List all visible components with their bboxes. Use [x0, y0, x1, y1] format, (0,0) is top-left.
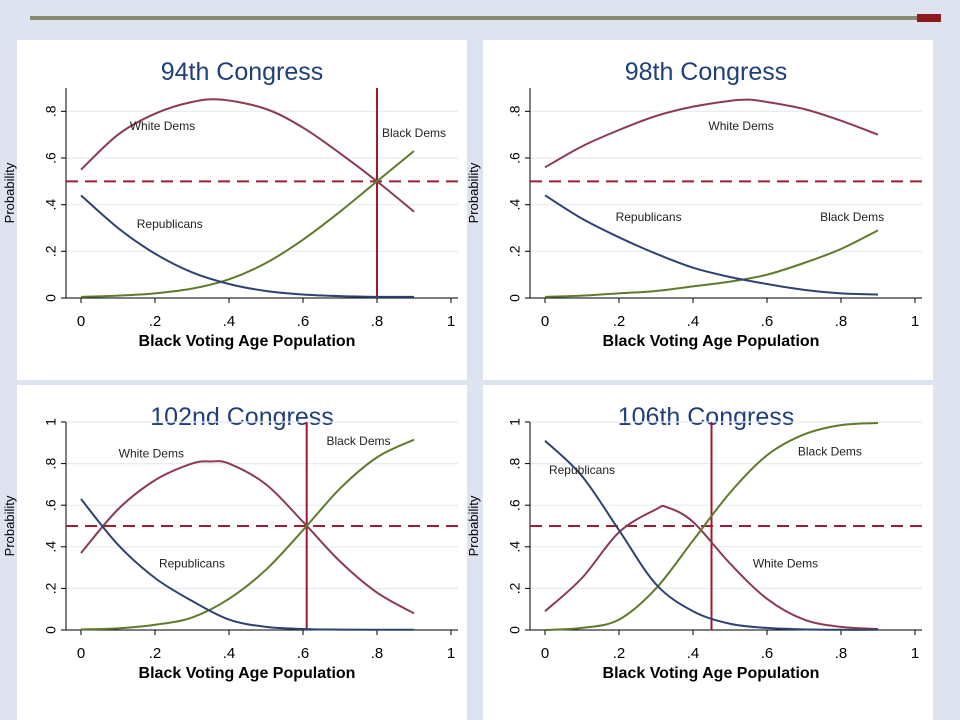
x-tick-label: .6 [761, 645, 774, 662]
series-label-black-dems: Black Dems [798, 444, 862, 458]
x-tick-label: .2 [613, 313, 626, 330]
x-tick-label: .6 [761, 313, 774, 330]
y-tick-label: 0 [43, 626, 59, 634]
series-line-white-dems [544, 504, 879, 630]
x-tick-label: .4 [687, 645, 700, 662]
x-axis-label: Black Voting Age Population [603, 333, 820, 350]
series-label-black-dems: Black Dems [820, 210, 884, 224]
series-line-black-dems [80, 150, 415, 298]
y-tick-label: .6 [43, 152, 59, 164]
y-tick-label: .6 [507, 499, 523, 511]
x-tick-label: .4 [223, 645, 236, 662]
chart-panel-3: 102nd Congress 0 .2 .4 .6 .8 1 0 .2 .4 .6 .8 1 Black … [2, 385, 467, 720]
chart-title: 94th Congress [161, 58, 324, 86]
y-tick-label: .6 [507, 152, 523, 164]
x-axis-label: Black Voting Age Population [139, 665, 356, 682]
x-tick-label: 0 [541, 645, 549, 662]
x-tick-label: .2 [149, 313, 162, 330]
y-axis-label: Probability [466, 495, 481, 556]
x-tick-label: 1 [447, 645, 455, 662]
y-axis-label: Probability [2, 495, 17, 556]
y-tick-label: 0 [507, 626, 523, 634]
y-tick-label: .8 [43, 458, 59, 470]
x-tick-label: 1 [447, 313, 455, 330]
series-label-black-dems: Black Dems [382, 126, 446, 140]
series-line-white-dems [544, 98, 879, 169]
x-tick-label: .2 [613, 645, 626, 662]
y-tick-label: 1 [43, 418, 59, 426]
x-tick-label: 1 [911, 313, 919, 330]
chart-title: 102nd Congress [150, 403, 333, 431]
y-tick-label: .8 [507, 105, 523, 117]
y-tick-label: .6 [43, 499, 59, 511]
chart-panel-1: 94th Congress 0 .2 .4 .6 .8 0 .2 .4 .6 .8 1 Black Vo… [2, 40, 467, 380]
x-tick-label: .6 [297, 645, 310, 662]
x-tick-label: .8 [371, 313, 384, 330]
series-label-white-dems: White Dems [708, 119, 773, 133]
series-label-white-dems: White Dems [119, 446, 184, 460]
y-tick-label: .4 [43, 199, 59, 211]
y-tick-label: .2 [43, 582, 59, 594]
y-tick-label: 1 [507, 418, 523, 426]
chart-background [17, 40, 467, 380]
x-axis-label: Black Voting Age Population [139, 333, 356, 350]
y-tick-label: 0 [43, 294, 59, 302]
series-label-republicans: Republicans [159, 557, 225, 571]
series-label-republicans: Republicans [549, 463, 615, 477]
accent-bar [917, 14, 941, 22]
x-tick-label: 0 [541, 313, 549, 330]
chart-title: 98th Congress [625, 58, 788, 86]
chart-title: 106th Congress [618, 403, 795, 431]
y-tick-label: .2 [507, 245, 523, 257]
x-tick-label: .4 [687, 313, 700, 330]
x-tick-label: .8 [835, 645, 848, 662]
series-label-black-dems: Black Dems [326, 434, 390, 448]
y-tick-label: .2 [43, 245, 59, 257]
series-line-republicans [80, 194, 415, 298]
y-tick-label: .4 [507, 541, 523, 553]
y-axis-label: Probability [2, 162, 17, 223]
y-axis-label: Probability [466, 162, 481, 223]
y-tick-label: .2 [507, 582, 523, 594]
series-line-black-dems [80, 438, 415, 631]
series-line-republicans [544, 194, 879, 296]
series-line-republicans [80, 498, 415, 631]
chart-panel-2: 98th Congress 0 .2 .4 .6 .8 0 .2 .4 .6 .8 1 Black Vo… [466, 40, 933, 380]
x-tick-label: .2 [149, 645, 162, 662]
top-rule [30, 16, 917, 20]
chart-background [483, 385, 933, 720]
y-tick-label: 0 [507, 294, 523, 302]
chart-background [17, 385, 467, 720]
series-line-black-dems [544, 422, 879, 631]
series-label-republicans: Republicans [137, 217, 203, 231]
chart-panel-4: 106th Congress 0 .2 .4 .6 .8 1 0 .2 .4 .6 .8 1 Black … [466, 385, 933, 720]
series-label-white-dems: White Dems [130, 119, 195, 133]
x-axis-label: Black Voting Age Population [603, 665, 820, 682]
series-line-white-dems [80, 98, 415, 213]
y-tick-label: .4 [507, 199, 523, 211]
x-tick-label: 0 [77, 313, 85, 330]
x-tick-label: .4 [223, 313, 236, 330]
y-tick-label: .8 [507, 458, 523, 470]
x-tick-label: 0 [77, 645, 85, 662]
x-tick-label: .8 [371, 645, 384, 662]
x-tick-label: .6 [297, 313, 310, 330]
x-tick-label: 1 [911, 645, 919, 662]
y-tick-label: .4 [43, 541, 59, 553]
y-tick-label: .8 [43, 105, 59, 117]
series-line-black-dems [544, 229, 879, 298]
x-tick-label: .8 [835, 313, 848, 330]
series-label-white-dems: White Dems [753, 557, 818, 571]
chart-background [483, 40, 933, 380]
series-label-republicans: Republicans [616, 210, 682, 224]
series-line-republicans [544, 439, 879, 631]
series-line-white-dems [80, 460, 415, 615]
